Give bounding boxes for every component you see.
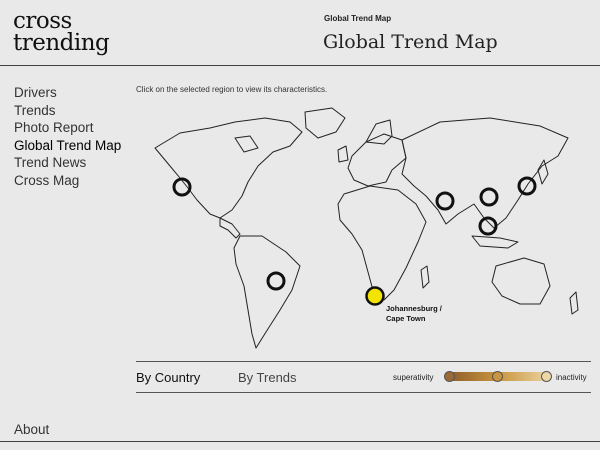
region-new-zealand [569, 291, 579, 315]
region-japan [537, 159, 549, 185]
legend-marker-mid[interactable] [492, 371, 503, 382]
legend-label-superativity: superativity [393, 373, 434, 382]
nav-item-about[interactable]: About [14, 422, 50, 437]
continent-south-america [233, 235, 301, 349]
nav-item-trend-news[interactable]: Trend News [14, 155, 87, 170]
tab-by-trends[interactable]: By Trends [238, 370, 297, 385]
world-map [154, 107, 579, 349]
continent-north-america [154, 117, 303, 219]
sidebar-nav: Drivers Trends Photo Report Global Trend… [14, 84, 121, 189]
marker-new-delhi [435, 191, 455, 211]
marker-sao-paulo [266, 271, 286, 291]
region-greenland [304, 107, 346, 139]
cross-trending-logo[interactable]: cross trending [13, 8, 110, 56]
nav-item-trends[interactable]: Trends [14, 102, 56, 118]
breadcrumb: Global Trend Map [324, 14, 392, 23]
region-uk [337, 145, 349, 163]
region-scandinavia [365, 119, 393, 145]
nav-item-cross-mag[interactable]: Cross Mag [14, 172, 80, 188]
marker-shanghai [479, 187, 499, 207]
map-instruction: Click on the selected region to view its… [136, 85, 328, 94]
legend-label-inactivity: inactivity [556, 373, 587, 382]
region-madagascar [420, 265, 430, 289]
filter-bar-bottom-divider [136, 392, 591, 393]
nav-item-drivers[interactable]: Drivers [14, 85, 57, 100]
legend-marker-high[interactable] [444, 371, 455, 382]
region-central-america [219, 217, 241, 239]
selected-city-label: Johannesburg / Cape Town [386, 304, 442, 323]
logo-line-2: trending [13, 30, 110, 56]
continent-asia [401, 117, 569, 229]
marker-tokyo [517, 176, 537, 196]
continent-africa [337, 185, 427, 301]
page-title: Global Trend Map [323, 31, 498, 53]
legend-marker-low[interactable] [541, 371, 552, 382]
marker-bangkok [478, 216, 498, 236]
region-hudson [234, 135, 259, 153]
tab-by-country[interactable]: By Country [136, 370, 201, 385]
header-divider [0, 65, 600, 66]
marker-johannesburg-selected [365, 286, 385, 306]
nav-item-global-trend-map[interactable]: Global Trend Map [14, 137, 122, 153]
footer-divider [0, 441, 600, 442]
continent-australia [491, 257, 551, 305]
continent-europe [347, 133, 407, 187]
nav-item-photo-report[interactable]: Photo Report [14, 120, 94, 135]
region-indonesia [471, 235, 519, 249]
filter-bar-top-divider [136, 361, 591, 362]
logo-line-1: cross [13, 8, 72, 34]
marker-los-angeles [172, 177, 192, 197]
